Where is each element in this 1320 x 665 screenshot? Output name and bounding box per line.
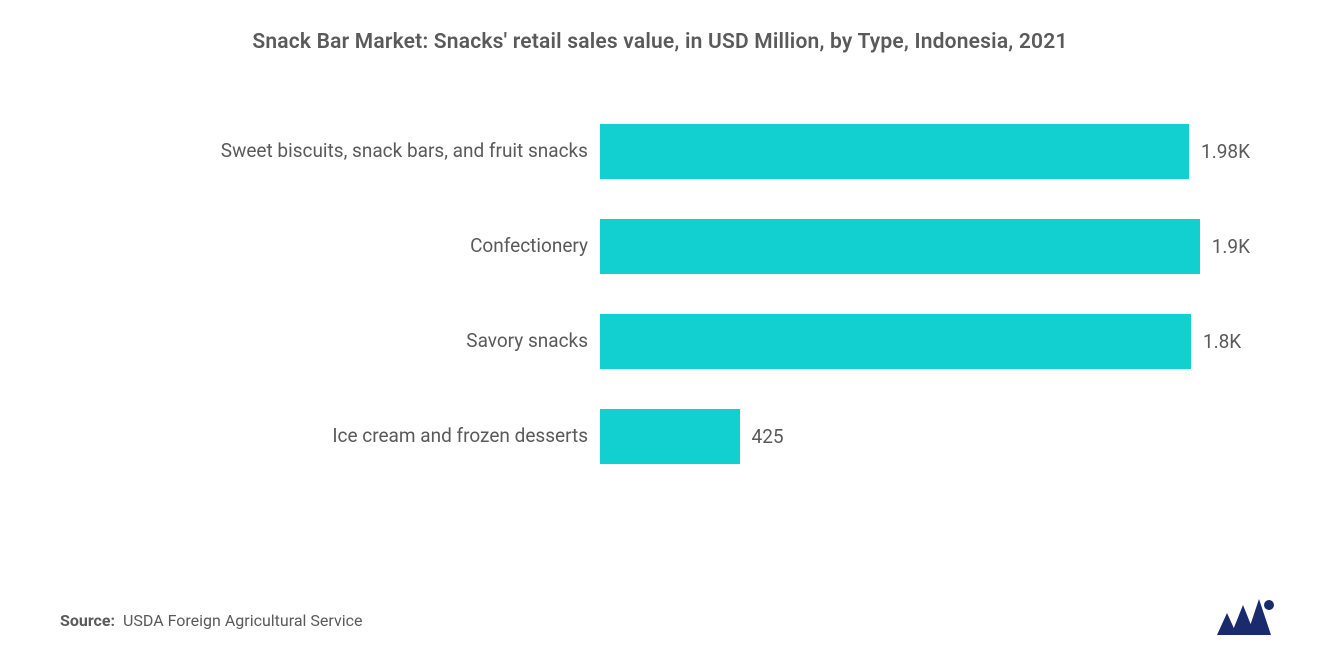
bar-area: 1.9K — [600, 219, 1250, 274]
brand-logo-icon — [1217, 599, 1275, 637]
bar-row: Savory snacks 1.8K — [70, 314, 1250, 369]
source-citation: Source: USDA Foreign Agricultural Servic… — [60, 611, 362, 630]
source-text: USDA Foreign Agricultural Service — [123, 611, 362, 630]
category-label: Savory snacks — [70, 330, 600, 353]
category-label: Confectionery — [70, 235, 600, 258]
bar-value: 1.9K — [1200, 235, 1250, 258]
source-label: Source: — [60, 611, 115, 630]
bar — [600, 409, 740, 464]
bar-rows: Sweet biscuits, snack bars, and fruit sn… — [70, 124, 1250, 464]
bar-value: 1.98K — [1189, 140, 1250, 163]
bar — [600, 219, 1200, 274]
bar-value: 425 — [740, 425, 784, 448]
bar-value: 1.8K — [1191, 330, 1241, 353]
category-label: Sweet biscuits, snack bars, and fruit sn… — [70, 140, 600, 163]
bar-row: Ice cream and frozen desserts 425 — [70, 409, 1250, 464]
chart-container: Snack Bar Market: Snacks' retail sales v… — [0, 0, 1320, 665]
bar — [600, 314, 1191, 369]
bar-area: 1.8K — [600, 314, 1250, 369]
bar-row: Confectionery 1.9K — [70, 219, 1250, 274]
bar-row: Sweet biscuits, snack bars, and fruit sn… — [70, 124, 1250, 179]
chart-title: Snack Bar Market: Snacks' retail sales v… — [50, 30, 1270, 54]
bar — [600, 124, 1189, 179]
category-label: Ice cream and frozen desserts — [70, 425, 600, 448]
bar-area: 1.98K — [600, 124, 1250, 179]
bar-area: 425 — [600, 409, 1250, 464]
